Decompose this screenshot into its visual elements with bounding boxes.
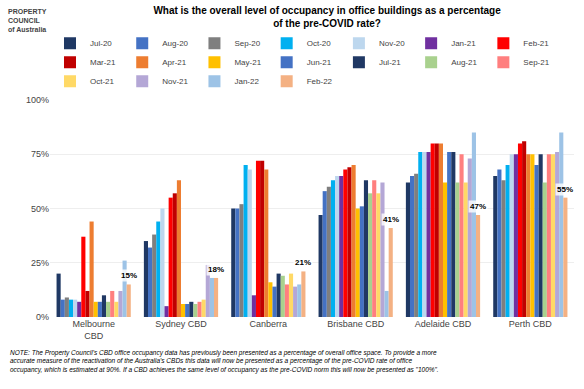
svg-text:Adelaide CBD: Adelaide CBD xyxy=(415,319,472,329)
svg-text:Nov-20: Nov-20 xyxy=(379,39,405,48)
svg-text:55%: 55% xyxy=(557,185,573,194)
svg-text:21%: 21% xyxy=(295,258,311,267)
svg-text:Feb-21: Feb-21 xyxy=(523,39,549,48)
svg-text:25%: 25% xyxy=(31,258,49,268)
svg-text:Aug-21: Aug-21 xyxy=(451,58,477,67)
svg-text:Aug-20: Aug-20 xyxy=(162,39,188,48)
svg-text:Oct-21: Oct-21 xyxy=(90,77,115,86)
svg-text:Jul-20: Jul-20 xyxy=(90,39,112,48)
svg-text:Mar-21: Mar-21 xyxy=(90,58,116,67)
svg-text:50%: 50% xyxy=(31,204,49,214)
svg-text:0%: 0% xyxy=(36,312,49,322)
svg-text:18%: 18% xyxy=(208,265,224,274)
svg-text:May-21: May-21 xyxy=(234,58,261,67)
svg-text:47%: 47% xyxy=(470,202,486,211)
svg-text:15%: 15% xyxy=(121,271,137,280)
svg-text:75%: 75% xyxy=(31,149,49,159)
svg-text:Perth CBD: Perth CBD xyxy=(509,319,553,329)
svg-text:MelbourneCBD: MelbourneCBD xyxy=(72,319,115,341)
svg-text:What is the overall level of o: What is the overall level of occupancy i… xyxy=(153,5,501,29)
svg-text:Brisbane CBD: Brisbane CBD xyxy=(327,319,385,329)
svg-text:Canberra: Canberra xyxy=(250,319,288,329)
svg-text:Sep-21: Sep-21 xyxy=(523,58,549,67)
svg-text:Sep-20: Sep-20 xyxy=(234,39,260,48)
svg-text:Jul-21: Jul-21 xyxy=(379,58,401,67)
svg-text:Nov-21: Nov-21 xyxy=(162,77,188,86)
svg-text:Sydney CBD: Sydney CBD xyxy=(155,319,207,329)
svg-text:41%: 41% xyxy=(383,215,399,224)
svg-text:PROPERTYCOUNCILof Australia: PROPERTYCOUNCILof Australia xyxy=(8,8,47,33)
svg-text:Feb-22: Feb-22 xyxy=(307,77,333,86)
svg-text:Jun-21: Jun-21 xyxy=(307,58,332,67)
svg-text:Jan-21: Jan-21 xyxy=(451,39,476,48)
svg-text:Oct-20: Oct-20 xyxy=(307,39,332,48)
svg-text:Apr-21: Apr-21 xyxy=(162,58,187,67)
svg-text:Jan-22: Jan-22 xyxy=(234,77,259,86)
svg-text:NOTE: The Property Council's C: NOTE: The Property Council's CBD office … xyxy=(10,349,439,374)
svg-text:100%: 100% xyxy=(26,95,49,105)
